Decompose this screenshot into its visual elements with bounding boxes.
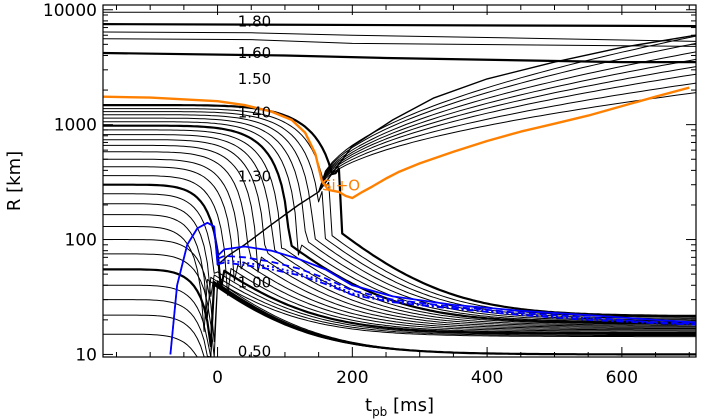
- infalling-mass-shell: [103, 124, 696, 324]
- mass-shell-label: 1.50: [238, 70, 271, 88]
- shock-front-outer-line: [318, 34, 696, 193]
- y-tick-label: 1000: [54, 116, 97, 136]
- mass-shell-label: 1.60: [238, 44, 271, 62]
- y-tick-label: 10000: [43, 1, 97, 21]
- shocked-mass-shell: [318, 92, 696, 193]
- mass-shell-label: 1.00: [238, 274, 271, 292]
- x-tick-label: 0: [212, 368, 223, 388]
- infalling-mass-shell: [103, 129, 696, 325]
- shocked-mass-shell: [318, 58, 696, 193]
- plot-frame: [102, 4, 697, 358]
- infalling-mass-shell: [103, 158, 696, 331]
- blue-shock-radius-line: [169, 221, 219, 355]
- mass-shell-label: 0.50: [238, 343, 271, 361]
- shocked-mass-shell: [318, 73, 696, 193]
- outer-mass-shell: [103, 51, 696, 64]
- chart-axes: 0 200 400 600 10 100 1000 10000 tpb [ms] R [km]: [4, 1, 697, 419]
- y-tick-label: 10: [75, 345, 97, 365]
- infalling-mass-shell: [103, 183, 696, 335]
- x-axis-title: tpb [ms]: [365, 395, 434, 419]
- outer-mass-shell: [103, 38, 696, 47]
- infalling-mass-shell: [103, 151, 696, 329]
- mass-shell-label: 1.80: [238, 12, 271, 30]
- y-axis-title: R [km]: [4, 151, 25, 211]
- infalling-mass-shell: [103, 134, 696, 326]
- infalling-mass-shell: [103, 175, 696, 333]
- blue-radius-dashdot-line: [217, 261, 696, 326]
- mass-shell-label: 1.40: [238, 104, 271, 122]
- x-tick-label: 600: [606, 368, 638, 388]
- infalling-mass-shell: [103, 104, 696, 317]
- shocked-mass-shell: [318, 42, 696, 193]
- y-tick-label: 100: [65, 231, 97, 251]
- chart-annotations: 1.80 1.60 1.50 1.40 1.30 1.00 0.50 Si+O: [238, 12, 360, 360]
- outer-mass-shell: [103, 31, 696, 42]
- chart-marks: [103, 11, 696, 357]
- blue-radius-solid-line: [216, 245, 696, 324]
- si-o-label: Si+O: [322, 177, 360, 195]
- infalling-mass-shell: [103, 166, 696, 332]
- mass-shell-label: 1.30: [238, 168, 271, 186]
- infalling-mass-shell: [103, 144, 696, 328]
- shocked-mass-shell: [318, 35, 696, 193]
- silicon-oxygen-interface-line: [103, 86, 690, 200]
- shocked-mass-shell: [318, 82, 696, 193]
- blue-radius-dashed-line: [217, 255, 696, 325]
- infalling-mass-shell: [103, 203, 696, 336]
- infalling-mass-shell: [103, 139, 696, 327]
- x-tick-label: 400: [471, 368, 503, 388]
- shocked-mass-shell: [318, 51, 696, 193]
- infalling-mass-shell: [103, 214, 696, 338]
- x-tick-label: 200: [336, 368, 368, 388]
- outer-mass-shell: [103, 23, 696, 28]
- infalling-mass-shell: [103, 226, 696, 355]
- shocked-mass-shell: [318, 66, 696, 193]
